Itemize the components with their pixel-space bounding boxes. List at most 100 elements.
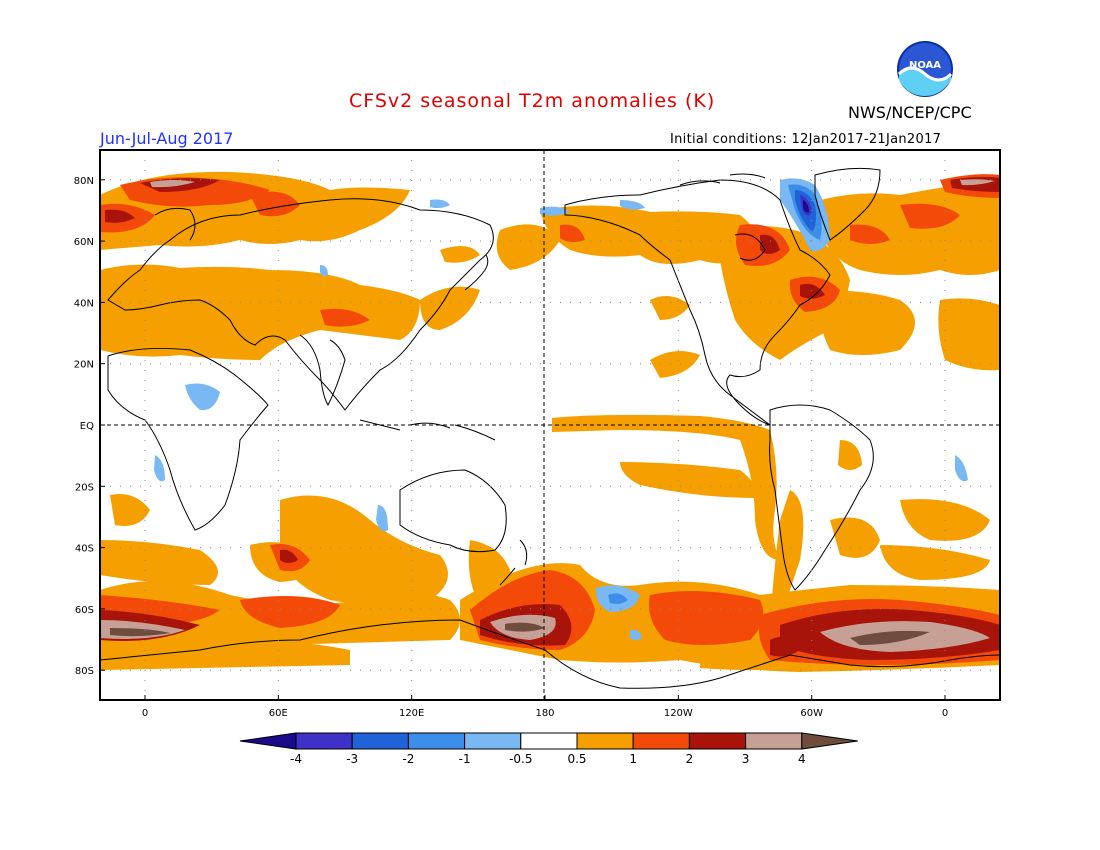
latitude-label: 20S (75, 482, 94, 493)
colorbar-segment (520, 732, 578, 750)
coastline-south-america (769, 404, 874, 591)
anomaly-warm-region (100, 264, 420, 360)
anomaly-hot-region (850, 224, 890, 244)
anomaly-warm-region (620, 462, 756, 498)
anomaly-warm-region (420, 286, 480, 330)
anomaly-cool-region (630, 629, 642, 640)
colorbar-label: 4 (798, 752, 806, 766)
anomaly-very-hot-region (105, 209, 135, 223)
coastline-newzealand (499, 539, 528, 586)
coastline-japan (464, 254, 489, 291)
colorbar-segment-below-min (239, 732, 297, 750)
anomaly-extreme-region (505, 622, 545, 632)
anomaly-cool-region (540, 206, 570, 216)
anomaly-warm-region (770, 490, 804, 620)
coastline-eurasia (107, 198, 494, 411)
anomaly-warm-region (830, 517, 880, 558)
anomaly-hot-region (320, 308, 370, 327)
latitude-label: 60N (74, 237, 94, 248)
colorbar-segment (632, 732, 690, 750)
coastline-arctic-islands (679, 173, 766, 186)
colorbar-label: -0.5 (509, 752, 532, 766)
latitude-label: 40N (74, 298, 94, 309)
anomaly-very-hot-region (800, 283, 825, 299)
anomaly-shading (100, 171, 1000, 672)
longitude-label: 60E (269, 708, 288, 719)
anomaly-hot-region (649, 591, 764, 645)
anomaly-cool-region (154, 455, 165, 482)
anomaly-warm-region (110, 494, 150, 526)
colorbar-label: -2 (402, 752, 414, 766)
anomaly-cool-region (185, 383, 220, 411)
longitude-label: 0 (942, 708, 948, 719)
anomaly-cool-region (320, 265, 328, 276)
anomaly-very-hot-region (770, 636, 800, 657)
latitude-label: 60S (75, 605, 94, 616)
anomaly-extreme-region (150, 180, 195, 188)
anomaly-warm-region (552, 414, 780, 560)
anomaly-cool-region (955, 455, 968, 482)
latitude-label: 80S (75, 666, 94, 677)
latitude-label: EQ (80, 421, 94, 432)
latitude-label: 40S (75, 544, 94, 555)
colorbar-segment (407, 732, 466, 750)
colorbar-segment (688, 732, 747, 750)
anomaly-warm-region (100, 640, 350, 670)
initial-conditions-label: Initial conditions: 12Jan2017-21Jan2017 (670, 132, 942, 147)
anomaly-cool-region (803, 200, 809, 213)
longitude-label: 120W (664, 708, 693, 719)
longitude-label: 0 (142, 708, 148, 719)
coastline-antarctica (100, 619, 1000, 689)
coastline-india (299, 334, 346, 407)
longitude-labels: 0 60E 120E 180 120W 60W 0 (142, 695, 948, 719)
colorbar-segment (464, 732, 522, 750)
anomaly-hot-region (240, 596, 340, 628)
anomaly-warm-region (100, 540, 218, 585)
colorbar-label: 2 (686, 752, 694, 766)
anomaly-extreme-region (960, 179, 995, 186)
anomaly-warm-region (938, 298, 1000, 371)
coastline-africa (107, 347, 269, 531)
agency-label: NWS/NCEP/CPC (848, 103, 972, 122)
anomaly-warm-region (540, 205, 760, 264)
colorbar-segment-above-max (801, 732, 858, 750)
latitude-label: 20N (74, 360, 94, 371)
latitude-labels: 80N 60N 40N 20N EQ 20S 40S 60S 80S (74, 176, 105, 677)
coastline-scandinavia (154, 207, 196, 241)
colorbar: -4 -3 -2 -1 -0.5 0.5 1 2 3 4 (239, 732, 858, 766)
colorbar-label: -3 (346, 752, 358, 766)
colorbar-segment (295, 732, 353, 750)
season-label: Jun-Jul-Aug 2017 (100, 129, 234, 148)
anomaly-extreme-region (850, 630, 930, 645)
anomaly-cool-region (608, 593, 628, 604)
colorbar-segment (745, 732, 803, 750)
colorbar-label: 0.5 (567, 752, 586, 766)
anomaly-hot-region (560, 224, 585, 243)
anomaly-warm-region (440, 246, 480, 263)
colorbar-label: -1 (459, 752, 471, 766)
coastline-australia (399, 469, 507, 553)
anomaly-warm-region (880, 545, 990, 580)
longitude-label: 180 (535, 708, 554, 719)
coastline-greenland (814, 167, 881, 241)
colorbar-label: 3 (742, 752, 750, 766)
colorbar-segment (576, 732, 634, 750)
coastline-north-america (564, 179, 831, 426)
longitude-label: 60W (800, 708, 823, 719)
colorbar-label: -4 (290, 752, 302, 766)
svg-text:NOAA: NOAA (909, 60, 941, 71)
coastline-hudson-bay (734, 233, 766, 261)
coastlines (100, 167, 1000, 689)
anomaly-warm-region (838, 440, 862, 470)
anomaly-extreme-region (110, 628, 170, 637)
anomaly-warm-region (280, 495, 448, 605)
anomaly-very-hot-region (280, 549, 298, 563)
colorbar-label: 1 (629, 752, 637, 766)
anomaly-warm-region (818, 290, 915, 355)
longitude-label: 120E (399, 708, 424, 719)
latitude-label: 80N (74, 176, 94, 187)
colorbar-segment (351, 732, 409, 750)
map-title: CFSv2 seasonal T2m anomalies (K) (349, 90, 716, 112)
anomaly-cool-region (430, 199, 450, 209)
